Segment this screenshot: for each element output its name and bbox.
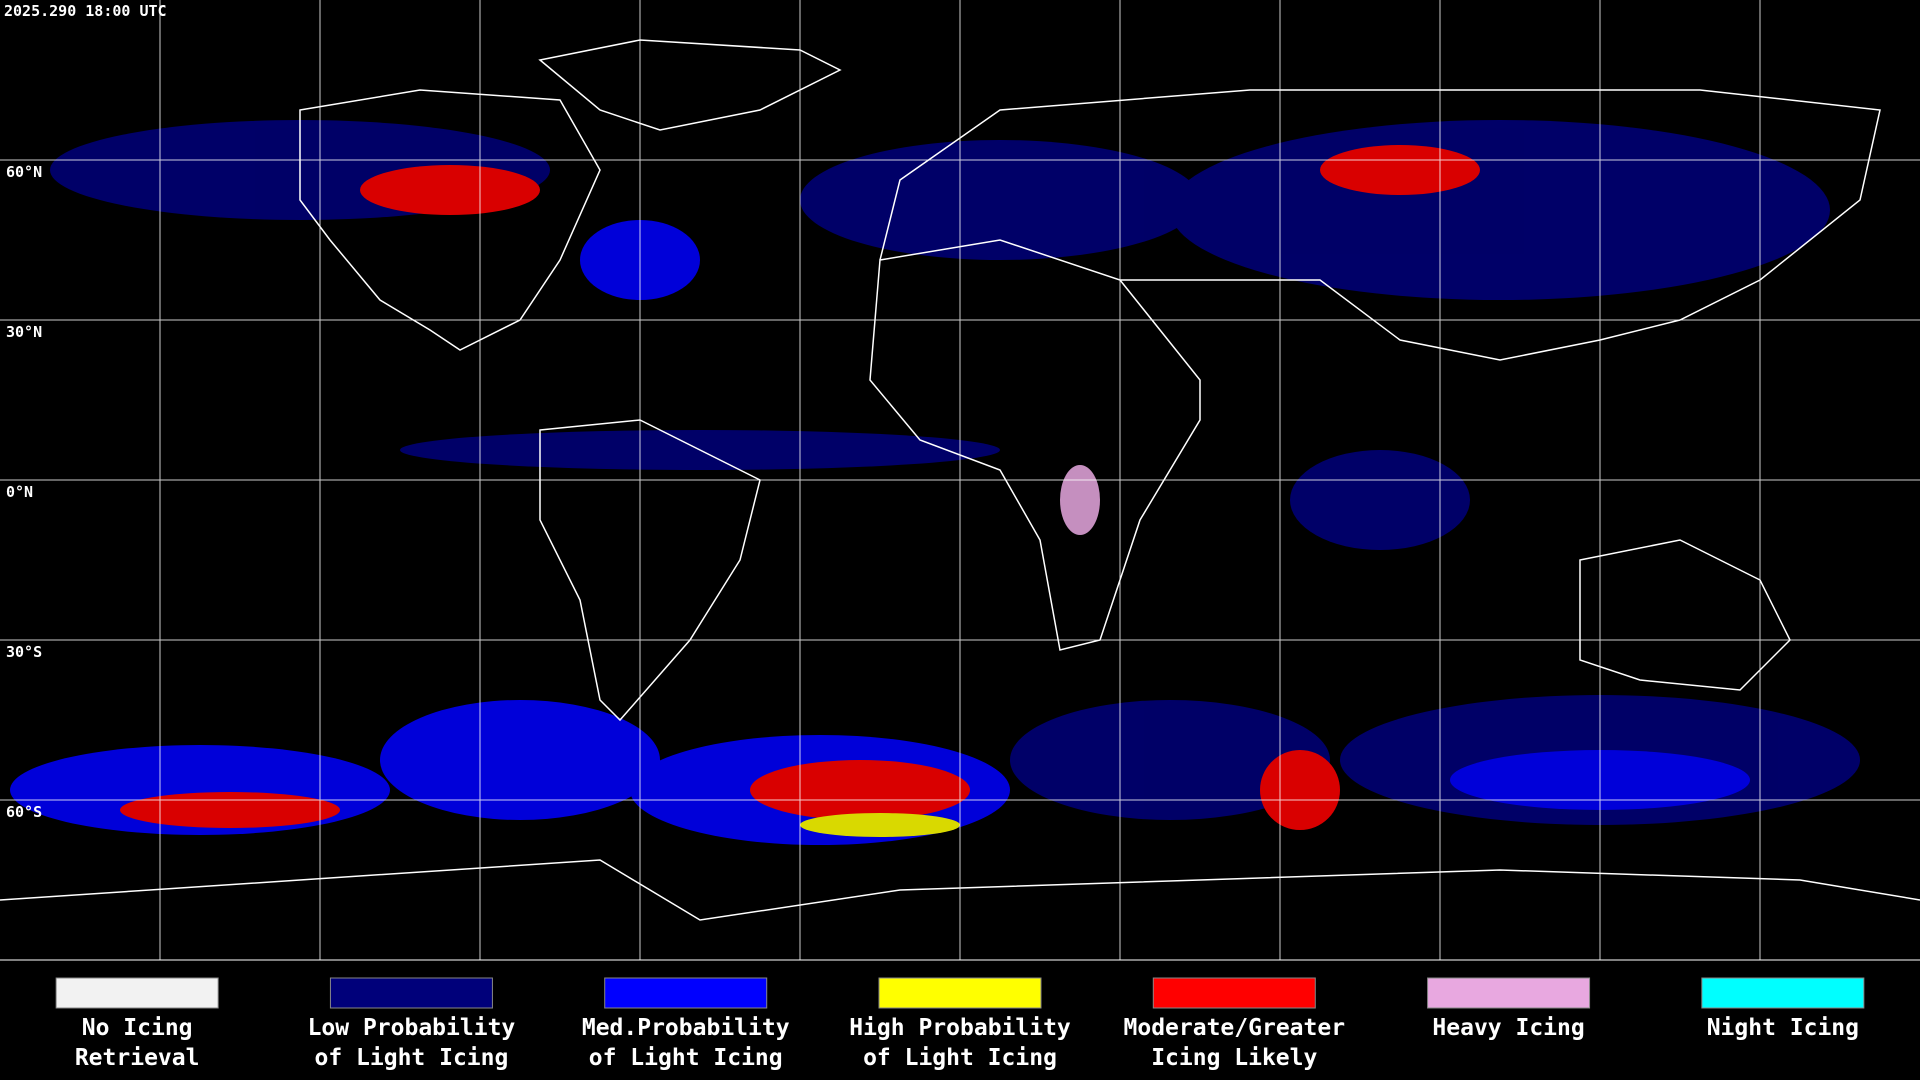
- latitude-label: 0°N: [6, 483, 33, 501]
- legend-label: Retrieval: [75, 1045, 200, 1071]
- latitude-label: 60°N: [6, 163, 42, 181]
- legend-label: of Light Icing: [589, 1045, 783, 1071]
- legend-swatch: [878, 977, 1042, 1009]
- legend-label: Low Probability: [308, 1015, 516, 1041]
- graticule: [0, 0, 1920, 960]
- legend-swatch: [1427, 977, 1591, 1009]
- latitude-label: 60°S: [6, 803, 42, 821]
- legend-label: No Icing: [82, 1015, 193, 1041]
- legend-label: Icing Likely: [1151, 1045, 1317, 1071]
- latitude-label: 30°S: [6, 643, 42, 661]
- legend-label: High Probability: [849, 1015, 1071, 1041]
- legend-label: of Light Icing: [863, 1045, 1057, 1071]
- legend-swatch: [604, 977, 768, 1009]
- legend-swatch: [1152, 977, 1316, 1009]
- legend-label: of Light Icing: [314, 1045, 508, 1071]
- legend-swatch: [1701, 977, 1865, 1009]
- legend-label: Moderate/Greater: [1124, 1015, 1346, 1041]
- legend-swatch: [329, 977, 493, 1009]
- legend-swatch: [55, 977, 219, 1009]
- timestamp: 2025.290 18:00 UTC: [4, 2, 167, 20]
- legend-label: Heavy Icing: [1432, 1015, 1584, 1041]
- legend-label: Med.Probability: [582, 1015, 790, 1041]
- legend-label: Night Icing: [1707, 1015, 1859, 1041]
- latitude-label: 30°N: [6, 323, 42, 341]
